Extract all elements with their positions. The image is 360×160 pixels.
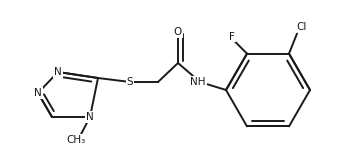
Text: N: N (34, 88, 42, 98)
Text: N: N (86, 112, 94, 122)
Text: F: F (229, 32, 235, 42)
Text: O: O (174, 27, 182, 37)
Text: Cl: Cl (297, 22, 307, 32)
Text: N: N (54, 67, 62, 77)
Text: CH₃: CH₃ (66, 135, 86, 145)
Text: NH: NH (190, 77, 206, 87)
Text: S: S (127, 77, 133, 87)
